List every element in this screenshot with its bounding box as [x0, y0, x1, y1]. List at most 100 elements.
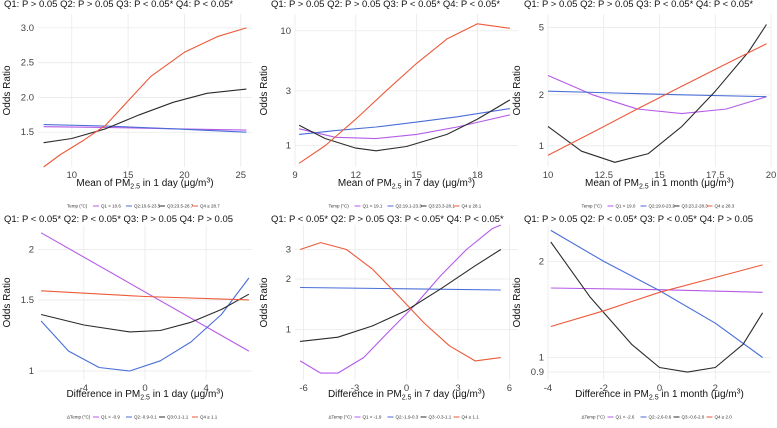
legend-entry: Q1 < -2.6: [616, 415, 635, 420]
legend-title: Temp (°C): [329, 204, 350, 209]
series-line-red: [547, 43, 767, 156]
chart-panel-4: -4 0 4 1 1.5 2 Q1: P < 0.05* Q2: P < 0.05* Q3:…: [2, 214, 252, 420]
series-line-blue: [300, 286, 501, 291]
legend-entry: Q3:23.5-28.7: [167, 204, 194, 209]
x-tick-label: -3: [351, 383, 359, 394]
series-line-purple: [550, 287, 763, 293]
legend: ΔTemp (°C) Q1 < -1.9 Q2:-1.9-0.3 Q3:-0.3-1.…: [329, 415, 480, 420]
y-tick-label: 2: [539, 256, 544, 267]
legend-entry: Q4 ≥ 28.3: [715, 204, 735, 209]
x-tick-label: 0: [142, 383, 147, 394]
legend-entry: Q1 < 19.1: [363, 204, 383, 209]
series-line-blue: [547, 90, 767, 98]
x-axis-label: Mean of PM2.5 in 7 day (μg/m3): [338, 178, 475, 191]
x-tick-label: -6: [299, 383, 307, 394]
y-tick-label: 5: [539, 22, 544, 33]
series-line-red: [550, 264, 763, 328]
y-axis-label: Odds Ratio: [512, 277, 523, 327]
panel-title: Q1: P < 0.05* Q2: P > 0.05 Q3: P < 0.05*…: [271, 214, 504, 225]
series-line-blue: [40, 277, 250, 372]
x-tick-label: 15: [411, 170, 422, 181]
legend-entry: Q1 < -1.9: [363, 415, 382, 420]
x-tick-label: 17.5: [706, 170, 725, 181]
legend-entry: Q4 ≥ 28.7: [200, 204, 220, 209]
y-axis-label: Odds Ratio: [512, 65, 523, 115]
legend-entry: Q3:23.3-28.1: [429, 204, 456, 209]
series-line-black: [550, 241, 764, 373]
chart-panel-1: 10 15 20 25 1.5 2.0 2.5 3.0 Q1: P > 0.05 Q2: P >…: [2, 0, 252, 209]
series-line-black: [43, 88, 247, 144]
x-tick-label: 20: [179, 170, 190, 181]
y-tick-label: 3.0: [21, 23, 34, 34]
series-line-blue: [550, 229, 763, 358]
chart-panel-5: -6 -3 0 3 6 1 2 3 Q1: P < 0.05* Q2: P > 0.05 Q3:…: [259, 214, 518, 420]
x-tick-label: 25: [235, 170, 246, 181]
legend-entry: Q2:-1.9-0.3: [396, 415, 419, 420]
legend-entry: Q3:23.2-28.3: [682, 204, 709, 209]
series-line-purple: [299, 224, 502, 374]
legend-title: ΔTemp (°C): [67, 415, 91, 420]
legend-entry: Q4 ≥ 1.1: [200, 415, 218, 420]
x-axis-label: Mean of PM2.5 in 1 day (μg/m3): [76, 178, 213, 191]
y-tick-label: 2: [286, 274, 291, 285]
y-tick-label: 3: [286, 86, 291, 97]
series-line-red: [298, 23, 510, 164]
legend-entry: Q3:-0.3-1.1: [429, 415, 452, 420]
chart-panel-3: 10 12.5 15 17.5 20 1 2 5 Q1: P > 0.05 Q2: P > 0.…: [512, 0, 776, 209]
x-tick-label: 10: [543, 170, 554, 181]
x-tick-label: 3: [455, 383, 460, 394]
chart-panel-2: 9 12 15 18 1 3 10 Q1: P > 0.05 Q2: P > 0.05 Q3:…: [259, 0, 518, 209]
legend-entry: Q4 ≥ 2.0: [715, 415, 733, 420]
y-tick-label: 10: [280, 26, 291, 37]
series-line-black: [40, 293, 250, 333]
x-tick-label: 15: [654, 170, 665, 181]
y-tick-label: 0.9: [531, 367, 544, 378]
x-tick-label: -4: [80, 383, 88, 394]
series-line-purple: [40, 232, 250, 352]
legend-entry: Q3:0.1-1.1: [167, 415, 189, 420]
legend-entry: Q2:19.1-23.3: [396, 204, 423, 209]
x-tick-label: 9: [292, 170, 297, 181]
legend-title: ΔTemp (°C): [582, 415, 606, 420]
x-tick-label: 15: [123, 170, 134, 181]
panel-title: Q1: P > 0.05 Q2: P > 0.05 Q3: P < 0.05* …: [271, 0, 500, 10]
x-tick-label: 2: [713, 383, 718, 394]
y-tick-label: 1.5: [21, 127, 34, 138]
legend: Temp (°C) Q1 < 19.1 Q2:19.1-23.3 Q3:23.3-28…: [329, 204, 482, 209]
series-line-black: [547, 24, 767, 163]
x-tick-label: 0: [657, 383, 662, 394]
x-tick-label: -4: [544, 383, 552, 394]
series-line-red: [299, 242, 501, 362]
x-tick-label: 0: [404, 383, 409, 394]
x-tick-label: 18: [472, 170, 483, 181]
y-axis-label: Odds Ratio: [2, 65, 13, 115]
legend-entry: Q3:-0.6-2.0: [682, 415, 705, 420]
y-axis-label: Odds Ratio: [259, 65, 270, 115]
legend-title: ΔTemp (°C): [329, 415, 353, 420]
legend-entry: Q4 ≥ 28.1: [462, 204, 482, 209]
legend-entry: Q1 < 19.0: [616, 204, 636, 209]
y-axis-label: Odds Ratio: [2, 277, 13, 327]
series-line-blue: [299, 108, 510, 135]
legend-entry: Q1 < -0.9: [101, 415, 120, 420]
x-tick-label: 4: [203, 383, 208, 394]
legend: ΔTemp (°C) Q1 < -0.9 Q2:-0.9-0.1 Q3:0.1-1.1…: [67, 415, 218, 420]
x-tick-label: 12.5: [595, 170, 614, 181]
y-axis-label: Odds Ratio: [259, 277, 270, 327]
x-axis-label: Mean of PM2.5 in 1 month (μg/m3): [585, 178, 734, 191]
x-tick-label: -2: [600, 383, 608, 394]
legend: ΔTemp (°C) Q1 < -2.6 Q2:-2.6-0.6 Q3:-0.6-2.…: [582, 415, 733, 420]
panel-title: Q1: P > 0.05 Q2: P > 0.05 Q3: P < 0.05* …: [524, 0, 753, 10]
x-tick-label: 12: [351, 170, 362, 181]
y-tick-label: 2: [29, 245, 34, 256]
y-tick-label: 3: [286, 245, 291, 256]
panel-title: Q1: P > 0.05 Q2: P > 0.05 Q3: P < 0.05* …: [4, 0, 233, 10]
legend-entry: Q4 ≥ 1.1: [462, 415, 480, 420]
series-line-purple: [547, 74, 767, 115]
legend-entry: Q1 < 10.6: [101, 204, 121, 209]
chart-panel-6: -4 -2 0 2 0.9 1 2 Q1: P > 0.05 Q2: P < 0.05* Q3…: [512, 214, 771, 420]
legend-title: Temp (°C): [582, 204, 603, 209]
series-line-purple: [43, 126, 247, 131]
panel-title: Q1: P < 0.05* Q2: P < 0.05* Q3: P > 0.05…: [4, 214, 233, 225]
x-axis-label: Difference in PM2.5 in 1 day (μg/m3): [66, 389, 223, 402]
